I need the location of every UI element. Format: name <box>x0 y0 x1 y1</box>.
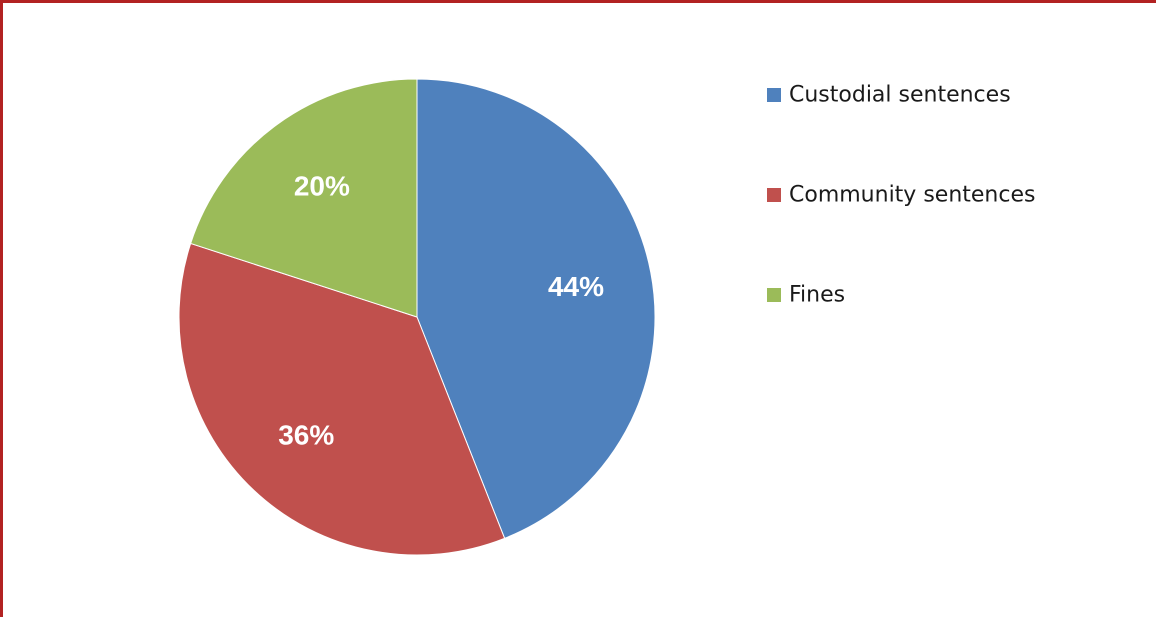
legend-label: Fines <box>789 283 845 308</box>
pie-chart: 44% 36% 20% Custodial sentences Community s… <box>178 78 1035 556</box>
legend: Custodial sentences Community sentences Fi… <box>767 83 1035 308</box>
pie-slices <box>178 78 656 556</box>
legend-swatch <box>767 88 781 102</box>
legend-item: Community sentences <box>767 183 1035 208</box>
legend-swatch <box>767 288 781 302</box>
slice-percent-label: 36% <box>278 419 334 450</box>
legend-label: Community sentences <box>789 183 1035 208</box>
legend-label: Custodial sentences <box>789 83 1011 108</box>
pie-slice-custodial-sentences <box>416 78 656 539</box>
pie-slice-community-sentences <box>178 242 506 556</box>
legend-item: Fines <box>767 283 845 308</box>
slice-percent-label: 44% <box>548 271 604 302</box>
legend-item: Custodial sentences <box>767 83 1011 108</box>
pie-slice-labels: 44% 36% 20% <box>278 171 604 451</box>
slice-percent-label: 20% <box>294 171 350 202</box>
pie-slice-fines <box>190 78 418 318</box>
legend-swatch <box>767 188 781 202</box>
